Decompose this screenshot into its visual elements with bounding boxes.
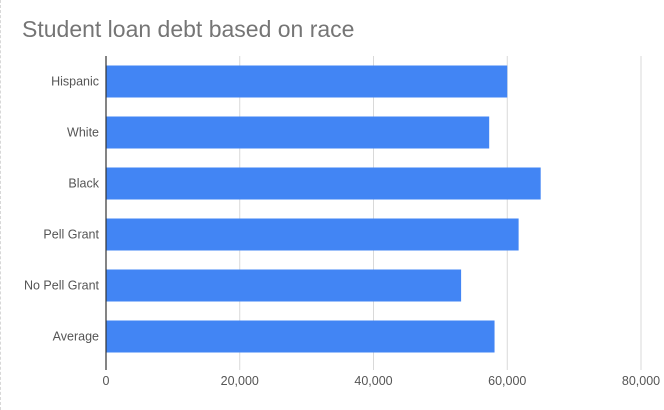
category-label: Hispanic — [51, 75, 99, 89]
category-label: Pell Grant — [43, 228, 99, 242]
tick-label: 40,000 — [354, 374, 392, 388]
bar-black — [106, 167, 541, 200]
bar-average — [106, 320, 495, 353]
tick-label: 20,000 — [221, 374, 259, 388]
tick-label: 0 — [103, 374, 110, 388]
tick-label: 60,000 — [488, 374, 526, 388]
bar-white — [106, 116, 490, 149]
category-labels: Hispanic White Black Pell Grant No Pell Gran… — [24, 75, 100, 344]
category-label: No Pell Grant — [24, 279, 100, 293]
tick-label: 80,000 — [622, 374, 660, 388]
category-label: Average — [53, 330, 99, 344]
tick-labels: 0 20,000 40,000 60,000 80,000 — [103, 374, 661, 388]
bars — [106, 65, 541, 353]
bar-hispanic — [106, 65, 508, 98]
gridlines — [239, 56, 642, 370]
category-label: Black — [68, 177, 99, 191]
bar-no-pell-grant — [106, 269, 462, 302]
category-label: White — [67, 126, 99, 140]
bar-pell-grant — [106, 218, 519, 251]
chart-title: Student loan debt based on race — [22, 16, 355, 42]
